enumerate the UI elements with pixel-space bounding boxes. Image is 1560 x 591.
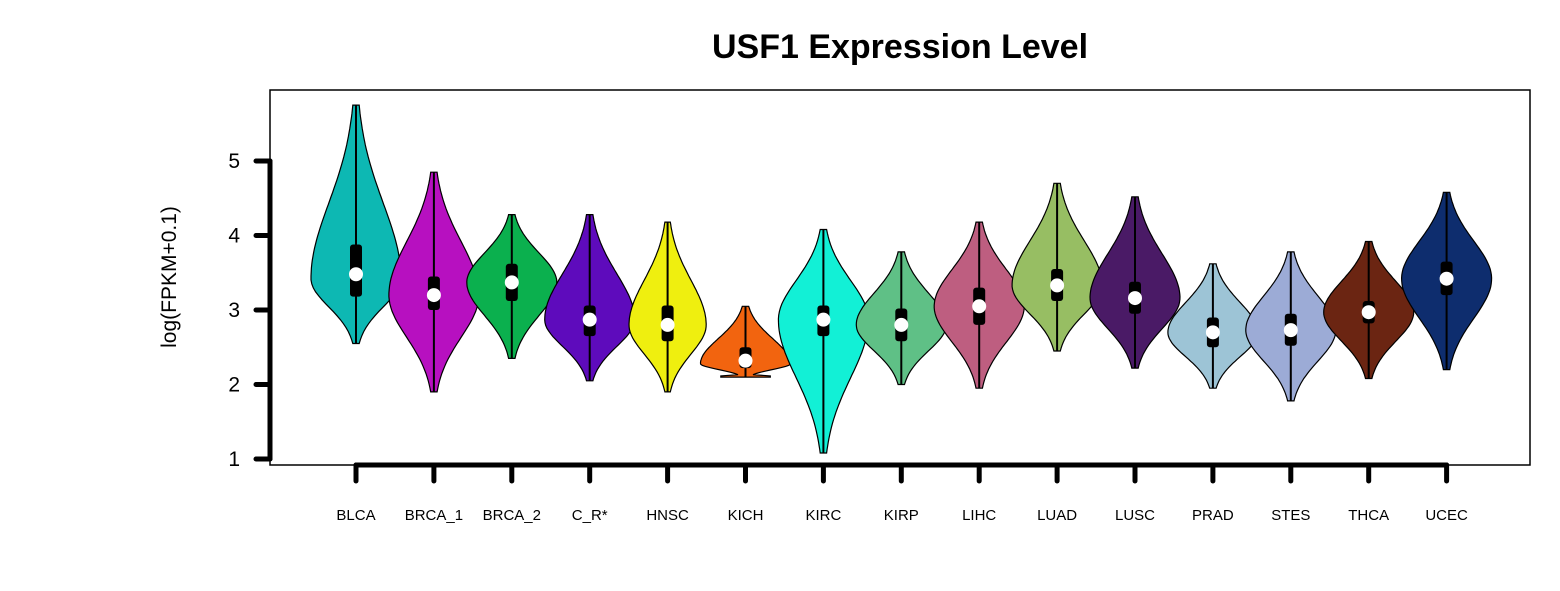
chart-title: USF1 Expression Level [712,28,1088,66]
x-tick-label: KICH [728,507,764,524]
violin-median-point [972,299,987,314]
y-tick-label: 1 [228,448,240,471]
x-tick-label: C_R* [572,507,608,524]
y-tick-label: 4 [228,225,240,248]
x-tick-label: BRCA_2 [483,507,541,524]
violins-layer [310,104,1493,454]
x-tick-label: LUSC [1115,507,1155,524]
violin-group [1089,196,1181,369]
violin-median-point [504,275,519,290]
violin-median-point [349,267,363,282]
y-axis-label: log(FPKM+0.1) [158,206,181,348]
x-tick-label: UCEC [1425,507,1468,524]
violin-group [855,251,947,386]
x-tick-label: THCA [1348,507,1389,524]
violin-median-point [660,317,675,332]
violin-median-point [816,312,831,327]
violin-group [628,221,707,393]
x-tick-label: STES [1271,507,1310,524]
y-tick-label: 2 [228,374,240,397]
violin-median-point [1283,323,1298,338]
violin-group [1400,191,1493,371]
violin-median-point [1128,291,1142,306]
y-tick-label: 3 [228,299,240,322]
violin-median-point [1050,278,1065,293]
violin-group [933,221,1025,389]
x-tick-label: LUAD [1037,507,1077,524]
violin-group [466,214,558,359]
x-tick-label: KIRC [805,507,841,524]
violin-median-point [426,288,441,303]
violin-median-point [738,353,753,368]
violin-group [699,305,792,378]
x-tick-label: KIRP [884,507,919,524]
violin-group [544,214,636,382]
x-tick-label: PRAD [1192,507,1234,524]
x-tick-label: BLCA [336,507,375,524]
violin-group [1245,251,1337,402]
violin-group [310,104,402,345]
violin-group [1011,182,1103,352]
axes-layer: BLCA BRCA_1 BRCA_2 C_R* HNSC KICH KIRC KIRP LIHC… [228,150,1468,524]
violin-group [388,171,480,393]
violin-group [1323,240,1415,380]
violin-median-point [582,312,597,327]
violin-median-point [1205,325,1220,340]
x-tick-label: LIHC [962,507,996,524]
violin-group [1167,263,1259,389]
violin-group [777,228,870,454]
x-tick-label: BRCA_1 [405,507,463,524]
y-tick-label: 5 [228,150,240,173]
violin-median-point [1439,271,1454,286]
violin-median-point [894,317,909,332]
violin-median-point [1361,305,1376,320]
x-tick-label: HNSC [646,507,689,524]
